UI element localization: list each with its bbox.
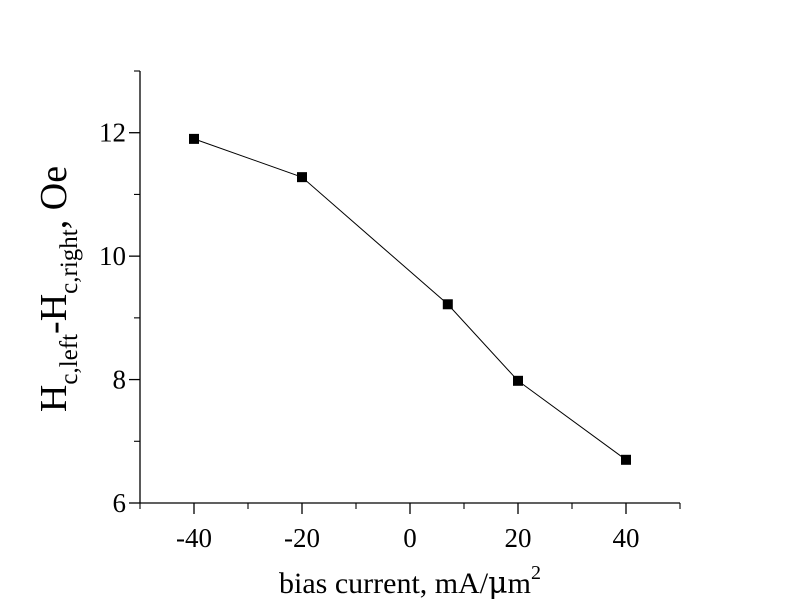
series-line: [193, 138, 627, 461]
data-point: [189, 133, 199, 144]
x-tick-label: 40: [613, 523, 640, 553]
y-axis-title: Hc,left-Hc,right, Oe: [33, 166, 83, 412]
y-axis-title-dash: -H: [33, 294, 75, 334]
data-point: [621, 454, 631, 465]
x-tick-label: -40: [176, 523, 212, 553]
data-point: [442, 299, 453, 310]
chart-ticks: [129, 70, 681, 514]
chart-tick-labels: -40 -20 0 20 40 6 8 10 12: [99, 118, 640, 553]
series-markers: [189, 133, 631, 465]
x-axis-title: bias current, mA/μm2: [279, 562, 541, 601]
x-axis-title-mu: μ: [488, 566, 508, 601]
series-polyline: [193, 138, 627, 461]
y-tick-label: 10: [99, 241, 126, 271]
x-axis-title-sup: 2: [531, 562, 541, 584]
x-tick-label: 0: [403, 523, 417, 553]
y-tick-label: 8: [113, 365, 127, 395]
y-axis-title-tail: , Oe: [33, 166, 75, 229]
y-axis-title-sub1: c,left: [56, 334, 83, 385]
y-tick-label: 6: [113, 488, 127, 518]
data-point: [513, 375, 523, 386]
y-tick-label: 12: [99, 118, 126, 148]
data-point: [297, 172, 307, 183]
x-tick-label: 20: [505, 523, 532, 553]
y-axis-title-sub2: c,right: [56, 229, 83, 294]
x-tick-label: -20: [284, 523, 320, 553]
y-axis-title-h1: H: [33, 385, 75, 412]
x-axis-title-main: bias current, mA/: [279, 567, 489, 600]
chart-axes: [139, 71, 680, 504]
x-axis-title-unit: m: [508, 567, 531, 600]
